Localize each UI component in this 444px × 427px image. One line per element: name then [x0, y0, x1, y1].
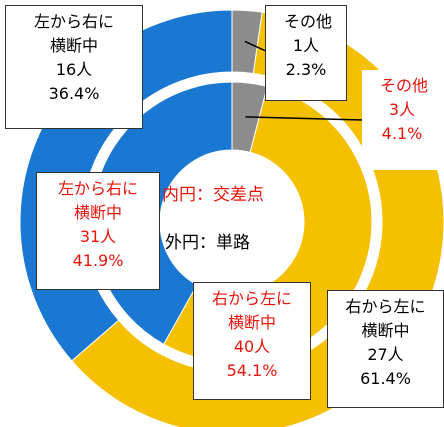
data-label: 右から左に横断中 40人 54.1%	[193, 282, 311, 400]
percent-label: 2.3%	[285, 60, 327, 79]
percent-label: 54.1%	[226, 361, 278, 380]
percent-label: 36.4%	[48, 84, 100, 103]
leader-line	[244, 40, 269, 53]
leader-line	[245, 116, 364, 121]
value-label: 31人	[79, 227, 117, 246]
data-label: 左から右に横断中 31人 41.9%	[36, 172, 160, 290]
data-label: その他 1人 2.3%	[265, 5, 347, 101]
value-label: 1人	[292, 36, 320, 55]
value-label: 27人	[367, 345, 404, 364]
category-label: 左から右に横断中	[33, 12, 114, 55]
ring-name: 内円：交差点	[162, 185, 264, 205]
value-label: 3人	[388, 100, 416, 119]
data-label: 右から左に横断中 27人 61.4%	[327, 290, 444, 408]
percent-label: 4.1%	[381, 124, 423, 143]
category-label: 右から左に横断中	[345, 297, 426, 340]
percent-label: 41.9%	[72, 251, 124, 270]
category-label: その他	[379, 76, 428, 95]
value-label: 16人	[55, 60, 93, 79]
category-label: その他	[283, 12, 332, 31]
data-label: その他 3人 4.1%	[362, 70, 442, 170]
value-label: 40人	[233, 337, 271, 356]
percent-label: 61.4%	[360, 369, 411, 388]
ring-name: 外円：単路	[165, 233, 250, 253]
data-label: 左から右に横断中 16人 36.4%	[5, 5, 143, 129]
category-label: 左から右に横断中	[57, 179, 138, 222]
category-label: 右から左に横断中	[211, 289, 292, 332]
